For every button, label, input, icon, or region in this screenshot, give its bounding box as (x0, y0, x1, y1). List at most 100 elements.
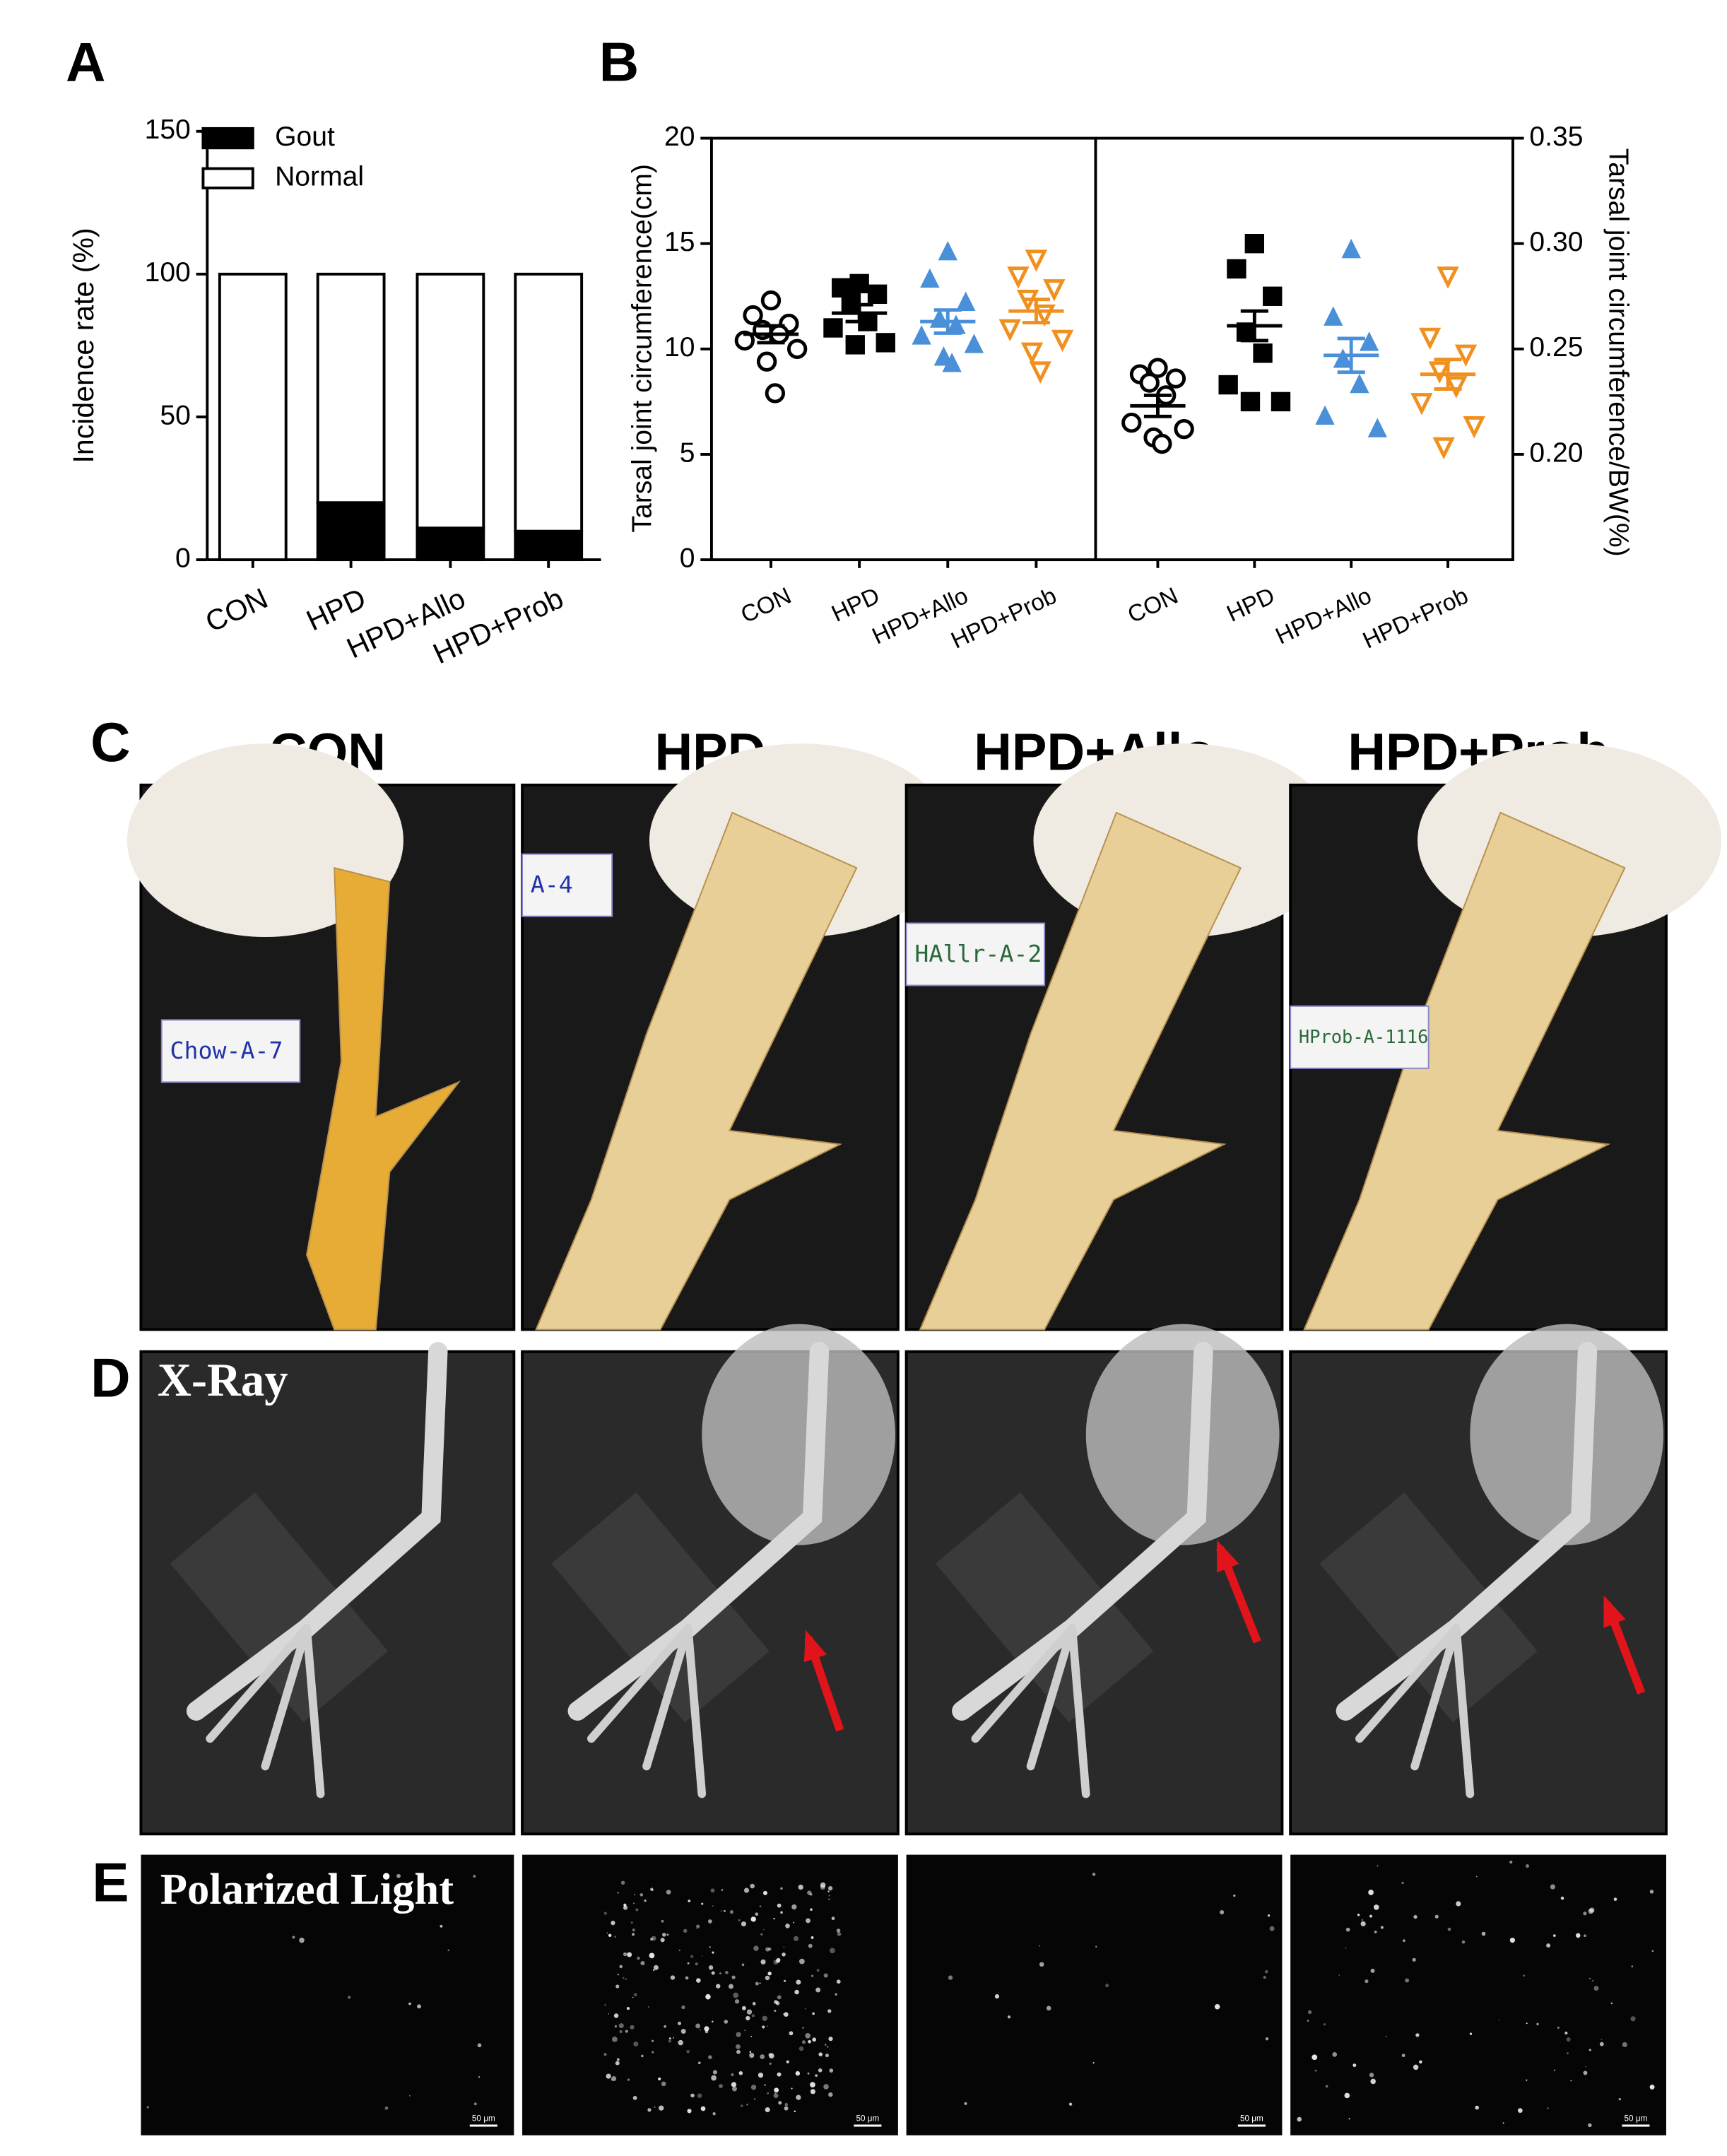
crystal (606, 2073, 611, 2079)
data-point (823, 318, 843, 338)
crystal (408, 2002, 411, 2005)
data-point (1454, 344, 1478, 367)
crystal (811, 1974, 814, 1977)
crystal (1413, 2064, 1419, 2070)
crystal (632, 1996, 634, 1998)
crystal (666, 1933, 669, 1936)
crystal (785, 1924, 790, 1928)
arrow-head (1217, 1540, 1239, 1573)
crystal (644, 1899, 647, 1902)
crystal (750, 2085, 757, 2090)
crystal (652, 1889, 654, 1891)
bone (952, 1342, 1213, 1721)
crystal (734, 1999, 740, 2004)
crystal (741, 2005, 746, 2010)
crystal (808, 1943, 813, 1948)
crystal (1475, 1875, 1478, 1878)
crystal (738, 2070, 743, 2075)
crystal (1601, 2039, 1603, 2041)
bar-segment (316, 272, 386, 505)
crystal (473, 1875, 476, 1878)
micrograph (906, 1854, 1283, 2136)
crystal (810, 2089, 815, 2095)
crystal (1325, 2085, 1328, 2088)
data-point (1240, 391, 1261, 412)
data-point (1410, 393, 1433, 416)
crystal (812, 2037, 817, 2042)
crystal (673, 2037, 675, 2039)
crystal (678, 1950, 680, 1952)
crystal (1575, 1933, 1581, 1938)
crystal (1264, 1969, 1268, 1974)
crystal (1498, 2019, 1500, 2021)
crystal (1610, 2002, 1613, 2005)
crystal (664, 2025, 667, 2028)
data-point (964, 334, 984, 353)
crystal (608, 1933, 612, 1938)
legend-swatch (201, 167, 254, 189)
crystal (948, 1975, 953, 1980)
crystal (653, 1964, 659, 1970)
crystal (721, 1889, 724, 1891)
data-point (1029, 361, 1051, 384)
crystal (784, 2012, 789, 2017)
bar-segment (415, 526, 485, 562)
x-tick-label: HPD (827, 583, 883, 628)
micrograph (522, 1854, 898, 2136)
crystal (668, 2039, 672, 2043)
crystal (724, 2020, 729, 2024)
crystal (795, 2070, 801, 2076)
crystal (1481, 1931, 1486, 1936)
tag-label: Chow-A-7 (170, 1037, 283, 1064)
bone (567, 1342, 830, 1721)
crystal (417, 2004, 421, 2009)
crystal (625, 2030, 628, 2033)
crystal (1092, 1873, 1096, 1876)
crystal (777, 1995, 782, 2000)
crystal (1220, 1909, 1225, 1915)
crystal (701, 1955, 703, 1957)
crystal (1526, 2079, 1528, 2081)
crystal (749, 2052, 755, 2058)
arrow-head (803, 1630, 827, 1663)
data-point (1253, 343, 1273, 363)
crystal (798, 2046, 804, 2051)
crystal (677, 2021, 682, 2025)
crystal (683, 1928, 688, 1933)
data-point (760, 290, 782, 311)
crystal (1517, 2108, 1523, 2114)
crystal (1509, 1938, 1515, 1943)
crystal (818, 2052, 823, 2056)
crystal (836, 1979, 841, 1984)
crystal (835, 1993, 837, 1996)
crystal (1369, 1914, 1373, 1918)
bone (1336, 1342, 1598, 1721)
data-point (845, 335, 865, 355)
crystal (697, 2093, 702, 2098)
crystal (712, 2070, 717, 2075)
toe (1355, 1624, 1461, 1743)
crystal (614, 2025, 617, 2028)
data-point (1227, 259, 1246, 279)
crystal (826, 2046, 829, 2048)
data-point (1007, 266, 1030, 289)
crystal (827, 1885, 833, 1891)
soft-tissue (702, 1324, 895, 1545)
crystal (1593, 1986, 1599, 1991)
crystal (773, 2093, 779, 2099)
y-tick-label: 5 (680, 437, 695, 468)
crystal (680, 2029, 686, 2034)
data-point (1350, 373, 1369, 394)
crystal (615, 2061, 620, 2066)
error-bar (845, 302, 873, 324)
crystal (798, 1884, 803, 1890)
crystal (798, 1958, 805, 1964)
y-tick-label: 50 (160, 400, 190, 430)
x-tick-label: HPD (1223, 583, 1279, 628)
crystal (719, 1972, 721, 1974)
panel-letter: B (599, 31, 639, 93)
crystal (705, 1993, 711, 2000)
crystal (1502, 2122, 1504, 2124)
crystal (736, 2032, 741, 2037)
crystal (627, 1952, 632, 1957)
